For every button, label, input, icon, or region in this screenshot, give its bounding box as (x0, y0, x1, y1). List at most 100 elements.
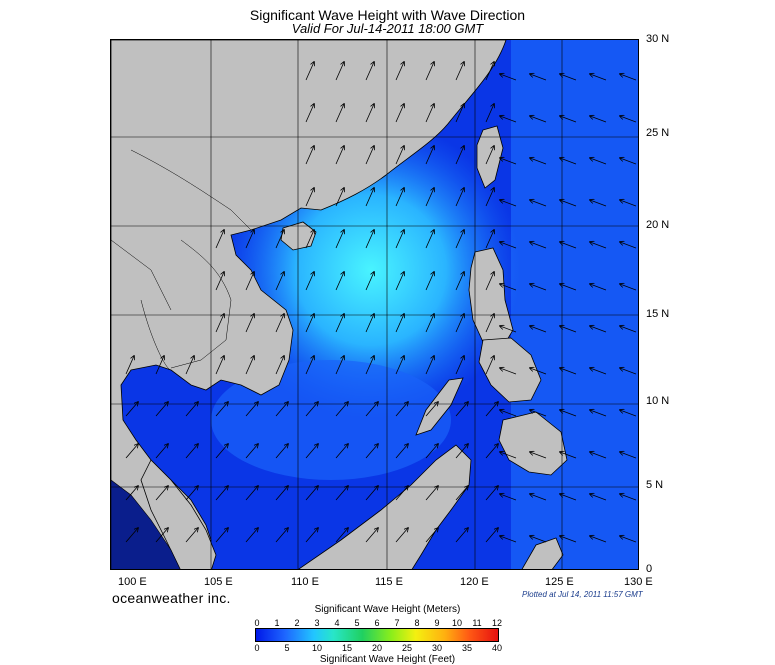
wave-arrow (395, 146, 404, 165)
wave-arrow (455, 402, 468, 417)
wave-arrow (335, 402, 348, 417)
wave-arrow (185, 356, 194, 375)
wave-arrow (215, 272, 224, 291)
wave-arrow (395, 402, 408, 417)
legend-tick: 5 (354, 618, 360, 628)
legend-tick: 0 (254, 643, 260, 653)
wave-arrow (590, 242, 607, 249)
wave-arrow (365, 62, 374, 81)
philippines-central (478, 337, 542, 403)
wave-arrow (485, 314, 494, 333)
wave-arrow (335, 356, 344, 375)
wave-arrow (620, 242, 637, 249)
brand-logo: oceanweather inc. (112, 590, 231, 606)
wave-arrow (560, 116, 577, 123)
wave-arrow (215, 528, 228, 543)
wave-arrow (125, 444, 138, 459)
wave-arrow (215, 356, 224, 375)
wave-arrow (335, 230, 344, 249)
legend-meters-title: Significant Wave Height (Meters) (314, 604, 461, 615)
wave-arrow (620, 494, 637, 501)
wave-arrow (530, 242, 547, 249)
wave-arrow (455, 104, 464, 123)
wave-arrow (455, 444, 468, 459)
wave-arrow (530, 284, 547, 291)
legend-tick: 1 (274, 618, 280, 628)
lon-label: 120 E (460, 576, 489, 588)
wave-arrow (500, 158, 517, 165)
map-title: Significant Wave Height with Wave Direct… (249, 7, 526, 23)
wave-arrow (305, 188, 314, 207)
legend-tick: 9 (434, 618, 440, 628)
wave-direction-arrows (125, 62, 637, 543)
graticule (111, 40, 638, 569)
wave-arrow (425, 146, 434, 165)
wave-arrow (395, 104, 404, 123)
lat-label: 20 N (646, 219, 670, 231)
wave-arrow (590, 158, 607, 165)
wave-arrow (185, 528, 198, 543)
wave-arrow (620, 452, 637, 459)
wave-arrow (425, 486, 438, 501)
wave-arrow (215, 230, 224, 249)
legend-tick: 2 (294, 618, 300, 628)
wave-arrow (485, 104, 494, 123)
map-canvas (111, 40, 638, 569)
wave-arrow (485, 62, 494, 81)
wave-arrow (305, 356, 314, 375)
country-borders (111, 149, 252, 371)
wave-arrow (620, 74, 637, 81)
wave-arrow (485, 230, 494, 249)
wave-arrow (530, 116, 547, 123)
wave-arrow (245, 486, 258, 501)
wave-arrow (530, 74, 547, 81)
wave-arrow (455, 188, 464, 207)
wave-arrow (365, 146, 374, 165)
legend-tick: 6 (374, 618, 380, 628)
legend-tick: 20 (371, 643, 383, 653)
wave-arrow (275, 486, 288, 501)
wave-arrow (560, 452, 577, 459)
taiwan-island (476, 125, 504, 189)
wave-arrow (245, 230, 254, 249)
wave-arrow (500, 200, 517, 207)
wave-arrow (560, 158, 577, 165)
wave-arrow (245, 402, 258, 417)
lon-label: 100 E (118, 576, 147, 588)
wave-arrow (215, 444, 228, 459)
wave-arrow (395, 188, 404, 207)
wave-arrow (620, 284, 637, 291)
wave-arrow (305, 62, 314, 81)
wave-arrow (500, 284, 517, 291)
wave-arrow (275, 402, 288, 417)
wave-arrow (500, 74, 517, 81)
map-subtitle: Valid For Jul-14-2011 18:00 GMT (291, 21, 484, 36)
lat-label: 10 N (646, 395, 670, 407)
wave-arrow (395, 62, 404, 81)
wave-arrow (125, 402, 138, 417)
wave-arrow (530, 326, 547, 333)
wave-arrow (335, 188, 344, 207)
wave-arrow (425, 230, 434, 249)
wave-arrow (590, 410, 607, 417)
legend-tick: 0 (254, 618, 260, 628)
wave-arrow (500, 368, 517, 375)
legend-tick: 15 (341, 643, 353, 653)
wave-arrow (590, 452, 607, 459)
wave-arrow (425, 402, 438, 417)
wave-arrow (335, 146, 344, 165)
wave-arrow (155, 444, 168, 459)
wave-arrow (335, 444, 348, 459)
lon-label: 110 E (291, 576, 319, 588)
wave-map (110, 39, 639, 570)
wave-arrow (395, 356, 404, 375)
wave-arrow (245, 356, 254, 375)
wave-arrow (245, 528, 258, 543)
wave-arrow (365, 314, 374, 333)
wave-arrow (560, 536, 577, 543)
wave-arrow (455, 356, 464, 375)
wave-height-colorbar (255, 628, 499, 642)
wave-arrow (395, 314, 404, 333)
wave-arrow (155, 486, 168, 501)
legend-tick: 12 (491, 618, 503, 628)
